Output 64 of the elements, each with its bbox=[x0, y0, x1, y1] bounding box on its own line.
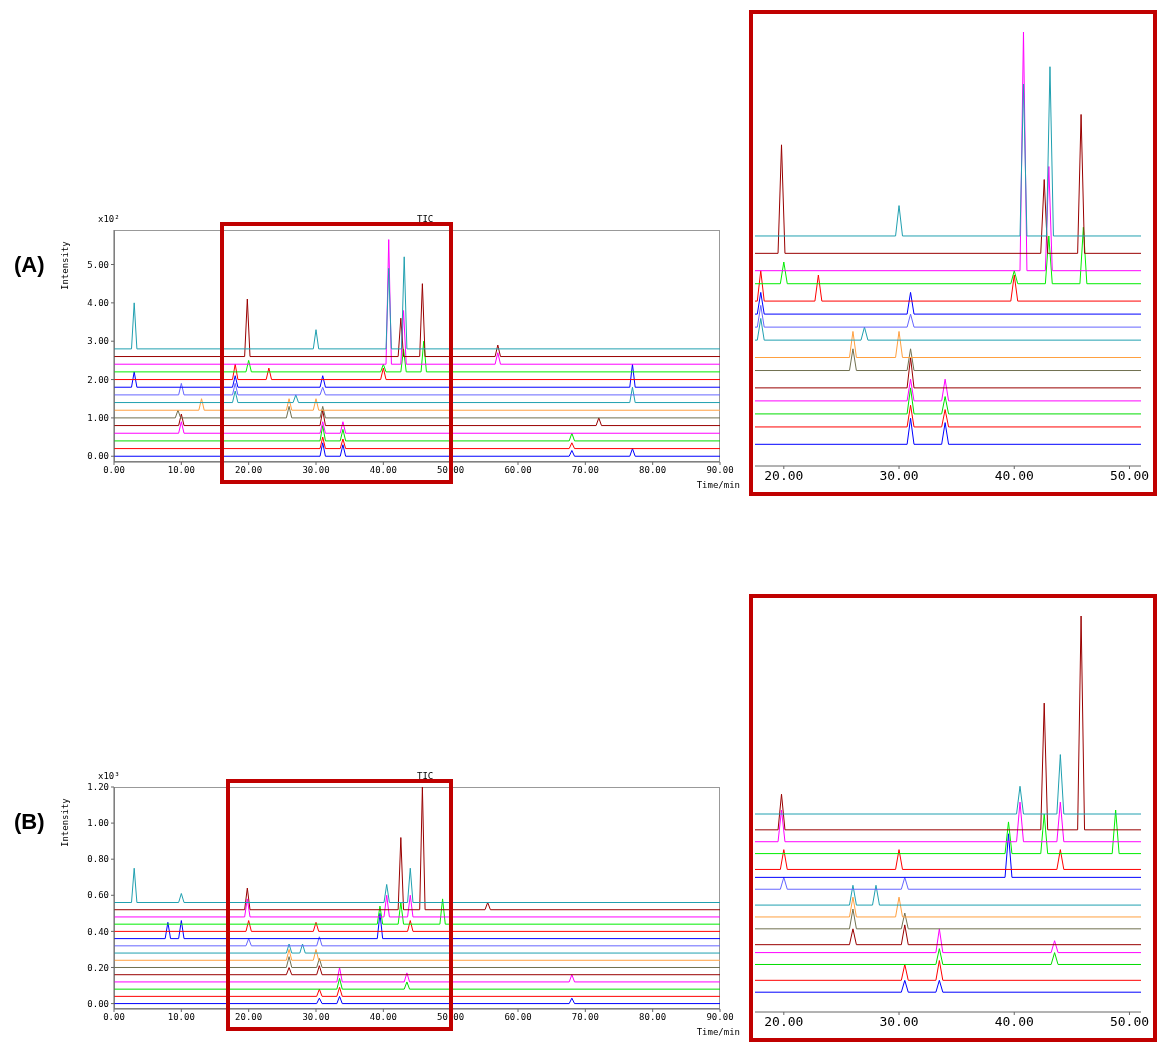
x-tick-label: 50.00 bbox=[1109, 468, 1150, 484]
line-series bbox=[114, 898, 720, 925]
y-tick-label: 0.80 bbox=[87, 854, 109, 865]
text: (A) bbox=[14, 252, 45, 278]
line-series bbox=[114, 256, 720, 350]
line-series bbox=[114, 386, 720, 404]
x-tick-label: 40.00 bbox=[369, 1012, 397, 1023]
chart-title: TIC bbox=[417, 771, 434, 781]
x-tick-label: 40.00 bbox=[994, 1014, 1034, 1030]
line-series bbox=[114, 867, 720, 904]
x-tick-label: 90.00 bbox=[706, 465, 734, 476]
text: x10² bbox=[98, 214, 120, 224]
x-tick-label: 20.00 bbox=[235, 465, 263, 476]
y-tick-label: 0.20 bbox=[87, 962, 109, 973]
x-tick-label: 10.00 bbox=[167, 1012, 195, 1023]
x-tick-label: 30.00 bbox=[879, 1014, 919, 1030]
x-tick-label: 20.00 bbox=[764, 1014, 804, 1030]
x-tick-label: 90.00 bbox=[706, 1012, 734, 1023]
y-tick-label: 1.00 bbox=[87, 818, 109, 829]
y-tick-label: 5.00 bbox=[87, 259, 109, 270]
chart-title: TIC bbox=[417, 214, 434, 224]
x-tick-label: 10.00 bbox=[167, 465, 195, 476]
line-series bbox=[114, 436, 720, 450]
line-series bbox=[114, 239, 720, 365]
y-tick-label: 4.00 bbox=[87, 298, 109, 309]
text: (B) bbox=[14, 809, 45, 835]
line-series bbox=[114, 966, 720, 983]
y-tick-label: 0.60 bbox=[87, 890, 109, 901]
x-tick-label: 40.00 bbox=[369, 465, 397, 476]
line-series bbox=[114, 787, 720, 911]
x-tick-label: 60.00 bbox=[504, 1012, 532, 1023]
x-tick-label: 30.00 bbox=[302, 1012, 330, 1023]
x-tick-label: 0.00 bbox=[103, 465, 125, 476]
x-tick-label: 60.00 bbox=[504, 465, 532, 476]
x-tick-label: 30.00 bbox=[879, 468, 919, 484]
x-tick-label: 70.00 bbox=[571, 1012, 599, 1023]
y-axis-title: Intensity bbox=[60, 798, 70, 847]
x-axis-title: Time/min bbox=[696, 1027, 740, 1037]
y-axis-title: Intensity bbox=[60, 241, 70, 290]
y-tick-label: 1.00 bbox=[87, 413, 109, 424]
y-tick-label: 3.00 bbox=[87, 336, 109, 347]
y-tick-label: 2.00 bbox=[87, 374, 109, 385]
x-axis-title: Time/min bbox=[696, 480, 740, 490]
x-tick-label: 70.00 bbox=[571, 465, 599, 476]
line-series bbox=[114, 442, 720, 457]
line-series bbox=[114, 409, 720, 427]
line-series bbox=[114, 340, 720, 373]
x-tick-label: 20.00 bbox=[235, 1012, 263, 1023]
x-tick-label: 40.00 bbox=[994, 468, 1034, 484]
y-tick-label: 1.20 bbox=[87, 782, 109, 793]
line-series bbox=[114, 363, 720, 388]
x-tick-label: 30.00 bbox=[302, 465, 330, 476]
x-tick-label: 80.00 bbox=[639, 1012, 667, 1023]
y-tick-label: 0.00 bbox=[87, 998, 109, 1009]
line-series bbox=[114, 283, 720, 358]
line-series bbox=[114, 912, 720, 940]
x-tick-label: 0.00 bbox=[103, 1012, 125, 1023]
line-series bbox=[114, 425, 720, 442]
y-tick-label: 0.40 bbox=[87, 926, 109, 937]
y-tick-label: 0.00 bbox=[87, 451, 109, 462]
text: x10³ bbox=[98, 771, 120, 781]
x-tick-label: 50.00 bbox=[1109, 1014, 1150, 1030]
x-tick-label: 20.00 bbox=[764, 468, 804, 484]
x-tick-label: 80.00 bbox=[639, 465, 667, 476]
